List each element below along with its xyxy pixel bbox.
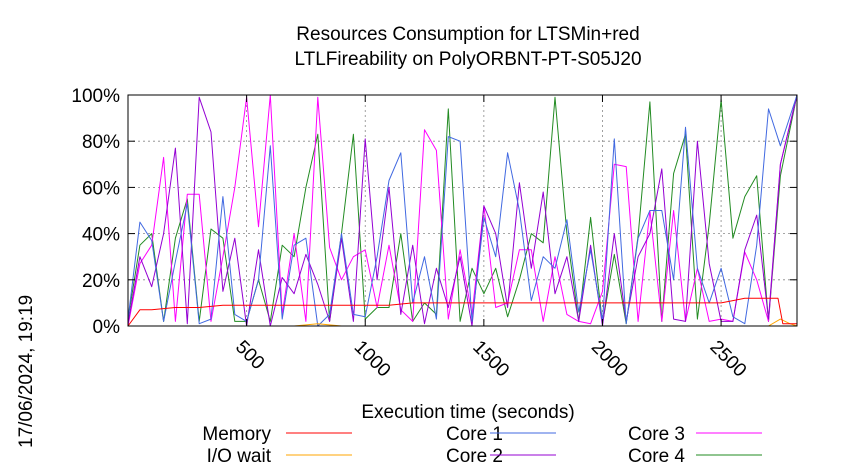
series-line-memory bbox=[127, 297, 797, 327]
grid-lines bbox=[128, 95, 797, 326]
series-line-core-1 bbox=[127, 94, 798, 327]
x-axis-label: Execution time (seconds) bbox=[361, 402, 574, 423]
y-tick-label: 80% bbox=[82, 132, 120, 153]
y-tick-label: 60% bbox=[82, 178, 120, 199]
legend-label-memory: Memory bbox=[202, 424, 271, 445]
x-tick-label: 1500 bbox=[468, 337, 513, 382]
timestamp-label: 17/06/2024, 19:19 bbox=[16, 295, 37, 448]
x-tick-label: 1000 bbox=[350, 337, 395, 382]
y-tick-label: 40% bbox=[82, 225, 120, 246]
x-tick-label: 500 bbox=[231, 337, 268, 374]
x-tick-label: 2000 bbox=[587, 337, 632, 382]
legend-label-core-1: Core 1 bbox=[446, 424, 503, 445]
y-tick-label: 0% bbox=[93, 317, 121, 338]
series-line-core-4 bbox=[127, 94, 798, 325]
y-axis-ticks: 0% 20% 40% 60% 80% 100% bbox=[71, 86, 797, 338]
legend-label-core-3: Core 3 bbox=[628, 424, 685, 445]
legend-label-core-4: Core 4 bbox=[628, 446, 685, 467]
plot-frame bbox=[127, 94, 798, 327]
series-line-i-o-wait bbox=[128, 318, 798, 327]
series-lines bbox=[127, 94, 798, 327]
y-tick-label: 20% bbox=[82, 271, 120, 292]
legend-label-core-2: Core 2 bbox=[446, 446, 503, 467]
legend-label-i-o-wait: I/O wait bbox=[207, 446, 272, 467]
series-line-core-3 bbox=[127, 94, 798, 327]
x-axis-ticks: 500 1000 1500 2000 2500 bbox=[231, 95, 750, 381]
series-line-core-2 bbox=[127, 94, 798, 327]
y-tick-label: 100% bbox=[71, 86, 120, 107]
chart-title-line-1: Resources Consumption for LTSMin+red bbox=[296, 24, 639, 45]
x-tick-label: 2500 bbox=[706, 337, 751, 382]
chart-title-line-2: LTLFireability on PolyORBNT-PT-S05J20 bbox=[294, 49, 641, 70]
